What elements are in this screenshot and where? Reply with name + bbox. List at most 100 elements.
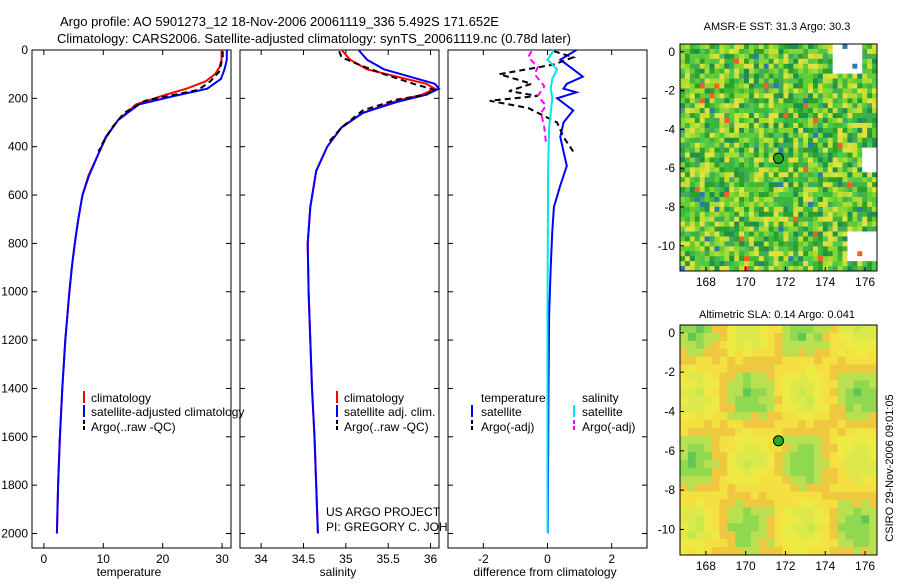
map-cell [768,103,774,109]
map-cell [782,428,791,437]
map-cell [837,436,846,445]
map-cell [694,118,700,124]
map-cell [711,340,720,350]
map-cell [788,122,794,129]
map-cell [748,196,755,203]
map-cell [768,147,774,153]
map-cell [872,221,878,227]
map-cell [821,467,831,476]
map-cell [758,436,767,445]
map-cell [817,137,824,143]
map-cell [782,372,791,381]
map-cell [735,459,744,469]
map-cell [753,103,760,109]
map-cell [724,73,730,79]
map-cell [821,412,831,421]
map-cell [872,162,878,168]
map-cell [806,475,815,484]
map-cell [806,356,815,365]
map-cell [862,261,868,267]
map-cell [727,380,736,389]
map-cell [734,241,740,247]
map-cell [793,251,799,257]
map-cell [872,261,878,267]
map-cell [699,118,705,124]
map-cell [744,177,750,183]
map-cell [684,103,691,109]
map-cell [822,127,829,134]
map-cell [704,108,710,114]
map-cell [744,137,750,143]
map-cell [744,251,750,257]
map-cell [753,122,760,129]
map-cell [748,48,755,55]
map-cell [695,356,704,365]
map-cell [753,152,760,158]
map-cell [739,98,745,104]
map-cell [719,266,725,272]
map-cell [798,58,804,65]
map-cell [768,108,774,114]
map-cell [719,196,725,203]
map-cell [822,142,829,148]
map-cell [774,404,783,413]
map-cell [837,491,846,500]
map-cell [806,348,815,358]
map-cell [750,356,760,365]
map-cell [748,132,755,139]
map-cell [680,261,686,267]
map-cell [734,187,740,193]
map-cell [694,256,700,262]
map-cell [857,58,863,65]
map-cell [803,44,809,50]
map-cell [689,177,696,183]
map-cell [758,499,767,508]
map-cell [827,172,833,178]
map-cell [869,348,878,358]
map-cell [783,241,789,247]
map-cell [821,483,831,492]
map-cell [719,216,725,222]
map-cell [788,167,794,173]
map-cell [867,63,873,69]
map-cell [758,137,765,143]
map-cell [827,261,833,267]
map-cell [782,515,791,524]
map-cell [703,515,712,524]
map-cell [689,127,696,134]
map-cell [714,142,720,148]
map-cell [724,226,730,232]
map-cell [711,356,720,365]
map-cell [709,152,715,158]
map-cell [753,127,760,134]
map-cell [862,211,868,218]
map-cell [790,396,799,405]
map-cell [837,182,843,188]
map-cell [709,142,715,148]
map-cell [714,196,720,203]
map-cell [694,132,700,139]
map-cell [857,162,863,168]
map-cell [847,162,853,168]
map-cell [739,142,745,148]
map-cell [768,216,774,222]
map-cell [695,539,704,548]
map-cell [758,451,767,461]
map-cell [687,531,697,540]
map-cell [817,177,824,183]
map-cell [680,192,686,198]
map-cell [763,63,769,69]
map-cell [837,380,846,389]
map-cell [803,221,809,227]
map-cell [778,266,784,272]
map-cell [727,356,736,365]
map-cell [724,137,730,143]
x-tick-label: 170 [736,559,756,573]
map-cell [739,196,745,203]
map-cell [793,211,799,218]
map-cell [719,118,725,124]
map-cell [869,475,878,484]
map-cell [803,48,809,55]
map-cell [790,451,799,461]
map-cell [822,187,829,193]
